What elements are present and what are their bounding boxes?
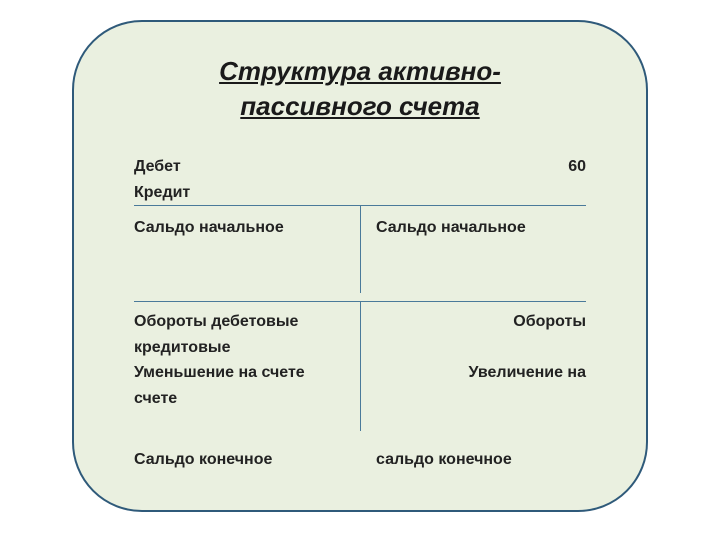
t-vertical-line-top xyxy=(360,205,361,293)
turnover-credit-part1: Обороты xyxy=(513,311,586,333)
title-line-1: Структура активно- xyxy=(219,56,501,86)
closing-balance-row: Сальдо конечное сальдо конечное xyxy=(134,449,586,471)
t-account-mid: Обороты дебетовые Обороты кредитовые Уме… xyxy=(134,301,586,431)
closing-balance-left: Сальдо конечное xyxy=(134,449,360,471)
header-row: Дебет 60 xyxy=(134,154,586,180)
card-frame: Структура активно- пассивного счета Дебе… xyxy=(72,20,648,512)
account-structure: Дебет 60 Кредит Сальдо начальное Сальдо … xyxy=(134,154,586,470)
opening-balance-left: Сальдо начальное xyxy=(134,217,360,239)
credit-label: Кредит xyxy=(134,180,586,206)
title-line-2: пассивного счета xyxy=(240,91,479,121)
t-account-top: Сальдо начальное Сальдо начальное xyxy=(134,205,586,293)
opening-balance-right: Сальдо начальное xyxy=(360,217,586,239)
slide-title: Структура активно- пассивного счета xyxy=(74,54,646,124)
header-left: Дебет xyxy=(134,156,181,178)
header-right: 60 xyxy=(568,156,586,178)
closing-balance-right: сальдо конечное xyxy=(360,449,586,471)
decrease-label: Уменьшение на счете xyxy=(134,362,305,384)
increase-part1: Увеличение на xyxy=(469,362,586,384)
turnover-debit-label: Обороты дебетовые xyxy=(134,311,298,333)
t-vertical-line-mid xyxy=(360,301,361,431)
